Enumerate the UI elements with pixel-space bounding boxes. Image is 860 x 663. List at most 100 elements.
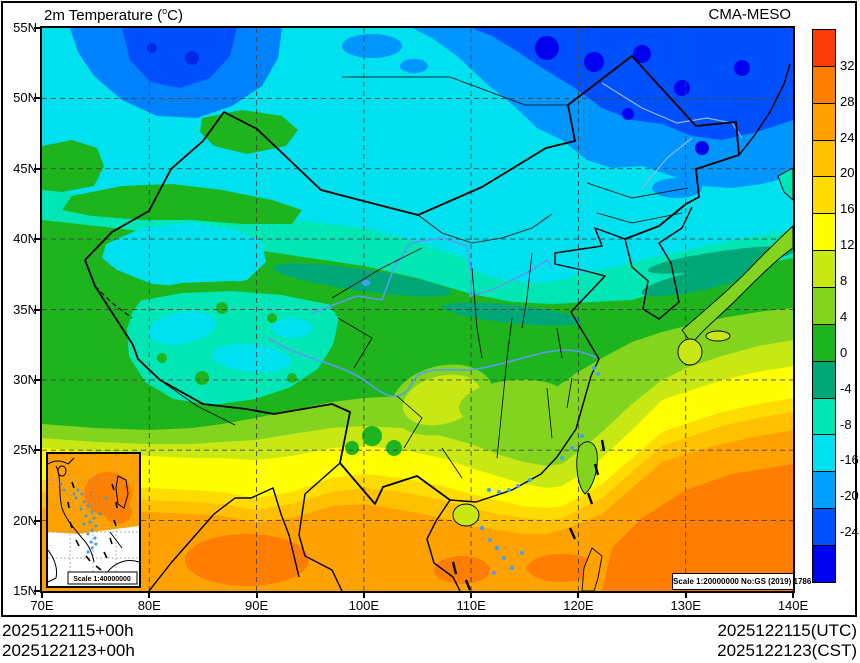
qinghai-lake	[362, 280, 370, 286]
lon-label-100E: 100E	[348, 598, 380, 613]
kyushu	[677, 338, 703, 366]
colorbar-cell-7	[812, 287, 836, 325]
field-anomalies	[42, 110, 793, 456]
colorbar-cell-2	[812, 102, 836, 141]
lat-label-25N: 25N	[13, 442, 37, 458]
lat-tick-50N	[34, 97, 40, 100]
yangtze-river	[266, 337, 599, 397]
footer-init-time: 2025122115+00h	[2, 621, 134, 640]
graticule	[42, 28, 793, 591]
colorbar-cell-12	[812, 471, 836, 510]
lat-label-20N: 20N	[13, 512, 37, 528]
lat-tick-55N	[34, 27, 40, 29]
colorbar-cell-14	[812, 545, 836, 583]
lat-tick-15N	[34, 590, 40, 592]
lat-tick-35N	[34, 308, 40, 311]
colorbar	[812, 29, 836, 583]
colorbar-cell-5	[812, 213, 836, 252]
lat-tick-40N	[34, 238, 40, 241]
colorbar-label-0: 0	[840, 344, 848, 360]
lat-tick-45N	[34, 167, 40, 170]
taiwan	[576, 441, 598, 495]
map-area	[40, 26, 795, 593]
lon-label-130E: 130E	[670, 598, 701, 613]
colorbar-label--4: -4	[840, 380, 852, 396]
lon-label-110E: 110E	[456, 598, 486, 613]
colorbar-cell-10	[812, 397, 836, 436]
lon-tick-110E	[470, 591, 473, 598]
lat-tick-20N	[34, 519, 40, 522]
lat-label-35N: 35N	[13, 301, 37, 317]
lon-label-140E: 140E	[777, 598, 809, 613]
colorbar-label-24: 24	[840, 129, 855, 145]
hainan	[452, 503, 480, 527]
colorbar-label--8: -8	[840, 416, 852, 432]
colorbar-label-20: 20	[840, 165, 855, 181]
colorbar-label-4: 4	[840, 308, 848, 324]
lon-tick-90E	[255, 591, 258, 598]
inset-island-dots	[59, 482, 108, 554]
lat-label-50N: 50N	[13, 90, 37, 106]
lat-label-30N: 30N	[13, 371, 37, 387]
colorbar-cell-0	[812, 29, 836, 67]
colorbar-label--20: -20	[840, 488, 859, 504]
page-title: 2m Temperature (oC)	[44, 6, 183, 24]
colorbar-label-8: 8	[840, 273, 848, 289]
province-borders	[159, 76, 689, 479]
lat-label-40N: 40N	[13, 231, 37, 247]
lon-label-120E: 120E	[563, 598, 594, 613]
honshu	[681, 225, 793, 345]
colorbar-cell-6	[812, 250, 836, 289]
yellow-river	[311, 237, 553, 314]
rivers	[266, 237, 599, 397]
colorbar-cell-13	[812, 508, 836, 547]
lon-label-90E: 90E	[244, 598, 269, 613]
coastlines	[148, 63, 791, 591]
lon-tick-80E	[148, 591, 151, 598]
inset-scale-label: Scale 1:40000000	[73, 576, 131, 583]
shikoku	[705, 330, 731, 342]
islands	[452, 167, 793, 591]
colorbar-label-32: 32	[840, 57, 855, 73]
lat-label-55N: 55N	[13, 20, 37, 35]
colorbar-label--24: -24	[840, 524, 859, 540]
lon-tick-100E	[362, 591, 365, 598]
inset-map: Scale 1:40000000	[46, 452, 141, 588]
footer-cst-time: 2025122123(CST)	[717, 641, 857, 660]
title-text: 2m Temperature (	[44, 7, 163, 24]
hokkaido-corner	[777, 167, 793, 201]
island-speckles	[479, 366, 600, 575]
footer-utc-time: 2025122115(UTC)	[717, 621, 857, 640]
colorbar-label--16: -16	[840, 452, 859, 468]
colorbar-cell-9	[812, 360, 836, 399]
lon-tick-70E	[41, 591, 43, 598]
luzon	[581, 547, 603, 591]
colorbar-cell-4	[812, 176, 836, 215]
degree-symbol: o	[162, 6, 168, 16]
colorbar-label-28: 28	[840, 93, 855, 109]
lat-label-45N: 45N	[13, 160, 37, 176]
plot-frame: 2m Temperature (oC) CMA-MESO	[1, 1, 859, 617]
colorbar-cell-8	[812, 323, 836, 362]
lat-tick-30N	[34, 378, 40, 381]
inset-dash-line	[67, 481, 118, 571]
lat-tick-25N	[34, 449, 40, 452]
colorbar-cell-1	[812, 65, 836, 104]
dash-line-segments	[451, 439, 606, 591]
colorbar-label-12: 12	[840, 237, 855, 253]
lon-label-80E: 80E	[137, 598, 161, 613]
lon-tick-130E	[684, 591, 687, 598]
field-cold-pools	[70, 28, 793, 198]
colorbar-cell-11	[812, 434, 836, 473]
footer-valid-time: 2025122123+00h	[2, 641, 135, 660]
lon-tick-140E	[792, 591, 794, 598]
kashmir-dashed-line	[94, 285, 133, 319]
map-scale-label: Scale 1:20000000 No:GS (2019) 1786	[672, 573, 811, 590]
lon-label-70E: 70E	[30, 598, 54, 613]
lat-label-15N: 15N	[13, 583, 37, 598]
china-border	[84, 55, 740, 505]
temperature-map-svg	[42, 28, 793, 591]
model-name: CMA-MESO	[708, 6, 792, 23]
colorbar-label-16: 16	[840, 201, 855, 217]
